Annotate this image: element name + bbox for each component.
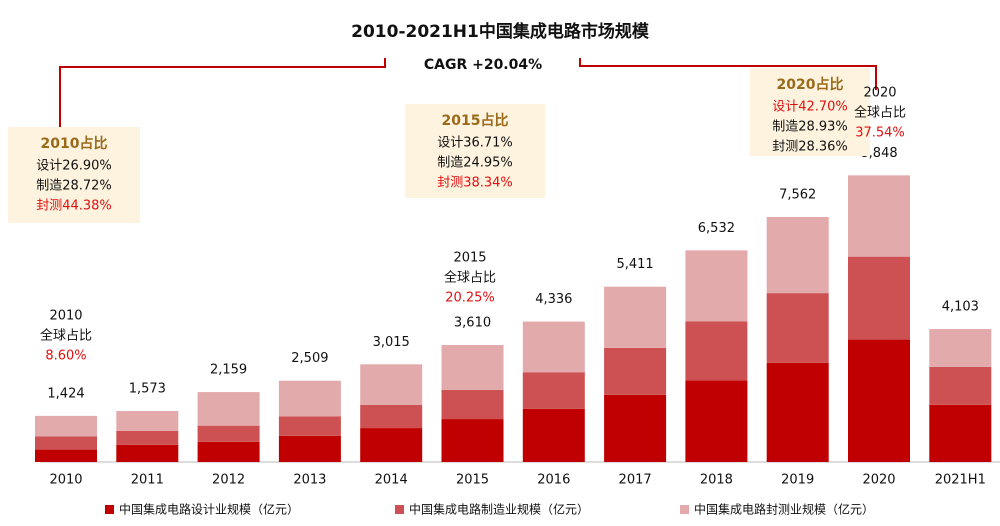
bar-segment (35, 449, 97, 462)
bar-segment (360, 405, 423, 429)
bar-segment (604, 286, 667, 348)
global-share: 8.60% (45, 349, 86, 364)
bar-segment (522, 372, 585, 409)
x-tick-label: 2013 (293, 473, 326, 488)
bar-segment (766, 362, 829, 462)
total-label: 4,103 (942, 300, 979, 315)
bar-segment (441, 345, 504, 390)
share-box (405, 104, 545, 198)
bar-segment (116, 430, 179, 445)
x-tick-label: 2020 (862, 473, 895, 488)
bar-segment (685, 250, 748, 322)
bar-segment (522, 408, 585, 462)
total-label: 3,015 (373, 335, 410, 350)
bar-segment (766, 293, 829, 363)
global-label: 全球占比 (854, 105, 906, 121)
legend-swatch (105, 505, 114, 514)
bar-segment (685, 321, 748, 381)
share-line: 设计42.70% (772, 100, 848, 115)
legend-label: 中国集成电路封测业规模（亿元） (694, 502, 874, 517)
global-label: 全球占比 (444, 270, 496, 286)
total-label: 1,573 (129, 382, 166, 397)
share-line: 制造28.72% (36, 179, 112, 194)
bar-segment (197, 441, 260, 462)
total-label: 2,509 (291, 351, 328, 366)
share-line: 封测28.36% (772, 140, 848, 155)
bar-segment (360, 428, 423, 462)
share-box (750, 68, 870, 156)
bar-segment (197, 425, 260, 442)
bar-segment (766, 216, 829, 294)
legend-label: 中国集成电路制造业规模（亿元） (409, 502, 589, 517)
x-tick-label: 2019 (781, 473, 814, 488)
x-tick-label: 2016 (537, 473, 570, 488)
share-line: 封测44.38% (36, 199, 112, 214)
bar-segment (35, 436, 97, 450)
legend-swatch (680, 505, 689, 514)
total-label: 2,159 (210, 363, 247, 378)
bar-segment (360, 364, 423, 406)
share-box (8, 127, 140, 223)
bar-segment (35, 415, 97, 437)
bar-segment (441, 389, 504, 420)
x-tick-label: 2015 (456, 473, 489, 488)
share-box-title: 2015占比 (442, 112, 509, 129)
legend-swatch (395, 505, 404, 514)
total-label: 3,610 (454, 316, 491, 331)
bracket-left (59, 58, 386, 128)
share-line: 制造24.95% (437, 156, 513, 171)
bar-segment (522, 321, 585, 373)
global-year: 2020 (863, 86, 896, 101)
total-label: 7,562 (779, 187, 816, 202)
total-label: 4,336 (535, 292, 572, 307)
total-label: 1,424 (47, 386, 84, 401)
share-box-title: 2010占比 (41, 135, 108, 152)
bar-segment (278, 416, 341, 436)
bar-segment (441, 419, 504, 462)
x-tick-label: 2011 (131, 473, 164, 488)
chart-title: 2010-2021H1中国集成电路市场规模 (351, 21, 650, 42)
legend-label: 中国集成电路设计业规模（亿元） (119, 502, 299, 517)
total-label: 6,532 (698, 221, 735, 236)
global-year: 2015 (453, 251, 486, 266)
bar-segment (929, 329, 992, 367)
bar-segment (604, 347, 667, 395)
x-tick-label: 2017 (619, 473, 652, 488)
x-tick-label: 2010 (49, 473, 82, 488)
share-line: 设计36.71% (437, 136, 513, 151)
share-line: 封测38.34% (437, 176, 513, 191)
bar-segment (604, 394, 667, 462)
global-label: 全球占比 (40, 328, 92, 344)
bar-segment (929, 366, 992, 405)
cagr: CAGR +20.04% (424, 57, 542, 73)
bracket-right (579, 58, 877, 90)
share-box-title: 2020占比 (777, 76, 844, 93)
bar-segment (278, 435, 341, 462)
share-line: 制造28.93% (772, 120, 848, 135)
bar-segment (848, 339, 910, 462)
x-tick-label: 2012 (212, 473, 245, 488)
share-line: 设计26.90% (36, 159, 112, 174)
bar-segment (197, 392, 260, 426)
global-share: 20.25% (445, 291, 495, 306)
bar-segment (848, 256, 910, 340)
global-share: 37.54% (855, 126, 905, 141)
total-label: 5,411 (616, 257, 653, 272)
bar-segment (685, 380, 748, 462)
x-tick-label: 2014 (375, 473, 408, 488)
x-tick-label: 2018 (700, 473, 733, 488)
bar-segment (278, 380, 341, 417)
global-year: 2010 (49, 309, 82, 324)
x-tick-label: 2021H1 (935, 473, 986, 488)
bar-segment (116, 444, 179, 462)
bar-segment (929, 404, 992, 462)
bar-segment (116, 411, 179, 431)
bar-segment (848, 175, 910, 257)
